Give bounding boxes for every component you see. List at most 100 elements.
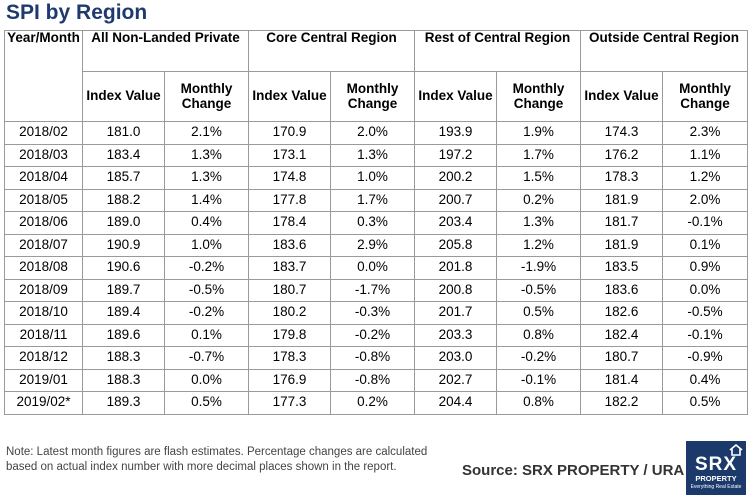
index-value-cell: 181.7 — [580, 211, 664, 235]
index-value-cell: 174.8 — [248, 166, 331, 190]
spi-table: Year/Month All Non-Landed Private Core C… — [4, 30, 749, 415]
year-month-cell: 2018/06 — [4, 211, 83, 235]
index-value-cell: 181.9 — [580, 233, 664, 257]
index-value-cell: 200.8 — [414, 278, 497, 302]
monthly-change-cell: 1.1% — [662, 143, 749, 167]
year-month-cell: 2018/10 — [4, 301, 83, 325]
index-value-cell: 178.3 — [580, 166, 664, 190]
index-value-cell: 180.2 — [248, 301, 331, 325]
index-value-cell: 188.2 — [82, 188, 165, 212]
monthly-change-cell: -0.5% — [495, 278, 582, 302]
index-value-cell: 200.7 — [414, 188, 497, 212]
monthly-change-cell: 1.7% — [495, 143, 582, 167]
index-value-cell: 174.3 — [580, 121, 664, 145]
table-row: 2019/02* 189.3 0.5% 177.3 0.2% 204.4 0.8% 182.2… — [4, 391, 749, 415]
index-value-cell: 178.4 — [248, 211, 331, 235]
index-value-cell: 197.2 — [414, 143, 497, 167]
index-value-cell: 180.7 — [580, 346, 664, 370]
monthly-change-cell: 1.9% — [495, 121, 582, 145]
index-value-cell: 189.6 — [82, 323, 165, 347]
monthly-change-cell: -0.5% — [662, 301, 749, 325]
monthly-change-cell: -0.2% — [495, 346, 582, 370]
index-value-cell: 189.4 — [82, 301, 165, 325]
index-value-cell: 183.6 — [580, 278, 664, 302]
monthly-change-cell: -0.2% — [164, 301, 249, 325]
monthly-change-cell: -0.9% — [662, 346, 749, 370]
monthly-change-cell: 0.0% — [330, 256, 415, 280]
monthly-change-cell: -1.9% — [495, 256, 582, 280]
house-icon — [729, 444, 743, 456]
index-value-cell: 203.0 — [414, 346, 497, 370]
table-body: 2018/02 181.0 2.1% 170.9 2.0% 193.9 1.9% 174.3 2… — [4, 121, 749, 415]
monthly-change-cell: 0.3% — [330, 211, 415, 235]
monthly-change-cell: 1.7% — [330, 188, 415, 212]
year-month-cell: 2018/09 — [4, 278, 83, 302]
index-value-cell: 190.6 — [82, 256, 165, 280]
table-row: 2018/10 189.4 -0.2% 180.2 -0.3% 201.7 0.5% 182.… — [4, 301, 749, 325]
monthly-change-cell: 0.8% — [495, 323, 582, 347]
monthly-change-header: Monthly Change — [164, 71, 249, 122]
region-header-ocr: Outside Central Region — [580, 30, 749, 72]
index-value-cell: 177.3 — [248, 391, 331, 415]
index-value-cell: 190.9 — [82, 233, 165, 257]
index-value-cell: 193.9 — [414, 121, 497, 145]
table-row: 2018/06 189.0 0.4% 178.4 0.3% 203.4 1.3% 181.7-… — [4, 211, 749, 235]
index-value-cell: 182.4 — [580, 323, 664, 347]
monthly-change-cell: 0.4% — [164, 211, 249, 235]
index-value-cell: 201.8 — [414, 256, 497, 280]
index-value-cell: 182.6 — [580, 301, 664, 325]
year-month-cell: 2018/02 — [4, 121, 83, 145]
index-value-cell: 202.7 — [414, 368, 497, 392]
monthly-change-cell: 0.5% — [164, 391, 249, 415]
monthly-change-cell: 2.1% — [164, 121, 249, 145]
monthly-change-cell: 0.9% — [662, 256, 749, 280]
monthly-change-cell: -1.7% — [330, 278, 415, 302]
year-month-cell: 2018/12 — [4, 346, 83, 370]
monthly-change-cell: -0.8% — [330, 368, 415, 392]
index-value-cell: 203.3 — [414, 323, 497, 347]
index-value-cell: 170.9 — [248, 121, 331, 145]
table-row: 2018/02 181.0 2.1% 170.9 2.0% 193.9 1.9% 174.3 2… — [4, 121, 749, 145]
monthly-change-cell: -0.1% — [662, 323, 749, 347]
index-value-cell: 183.6 — [248, 233, 331, 257]
index-value-cell: 189.0 — [82, 211, 165, 235]
index-value-header: Index Value — [248, 71, 331, 122]
index-value-cell: 200.2 — [414, 166, 497, 190]
table-row: 2018/09 189.7 -0.5% 180.7 -1.7% 200.8 -0.5% 183… — [4, 278, 749, 302]
year-month-cell: 2018/04 — [4, 166, 83, 190]
table-row: 2018/03 183.4 1.3% 173.1 1.3% 197.2 1.7% 176.2 1… — [4, 143, 749, 167]
monthly-change-cell: 2.9% — [330, 233, 415, 257]
year-month-cell: 2019/01 — [4, 368, 83, 392]
monthly-change-cell: 0.0% — [164, 368, 249, 392]
index-value-cell: 183.5 — [580, 256, 664, 280]
srx-property-logo: SRX PROPERTY Everything Real Estate — [686, 441, 746, 495]
monthly-change-cell: 1.2% — [495, 233, 582, 257]
index-value-cell: 176.2 — [580, 143, 664, 167]
logo-brand: SRX — [694, 454, 738, 475]
index-value-cell: 185.7 — [82, 166, 165, 190]
logo-tagline: Everything Real Estate — [690, 484, 742, 490]
monthly-change-cell: 1.4% — [164, 188, 249, 212]
index-value-cell: 178.3 — [248, 346, 331, 370]
index-value-cell: 205.8 — [414, 233, 497, 257]
monthly-change-cell: 1.2% — [662, 166, 749, 190]
index-value-cell: 180.7 — [248, 278, 331, 302]
monthly-change-cell: 0.0% — [662, 278, 749, 302]
index-value-cell: 188.3 — [82, 368, 165, 392]
index-value-cell: 201.7 — [414, 301, 497, 325]
monthly-change-cell: 2.0% — [662, 188, 749, 212]
logo-sub: PROPERTY — [695, 474, 737, 483]
table-row: 2019/01 188.3 0.0% 176.9 -0.8% 202.7 -0.1% 181.… — [4, 368, 749, 392]
monthly-change-cell: 1.3% — [164, 143, 249, 167]
index-value-cell: 182.2 — [580, 391, 664, 415]
index-value-header: Index Value — [82, 71, 165, 122]
monthly-change-cell: 0.5% — [662, 391, 749, 415]
monthly-change-cell: 2.0% — [330, 121, 415, 145]
monthly-change-cell: 1.0% — [164, 233, 249, 257]
monthly-change-cell: 0.2% — [495, 188, 582, 212]
year-month-header: Year/Month — [4, 30, 83, 122]
monthly-change-cell: -0.5% — [164, 278, 249, 302]
index-value-cell: 188.3 — [82, 346, 165, 370]
region-header-rcr: Rest of Central Region — [413, 30, 582, 72]
index-value-cell: 203.4 — [414, 211, 497, 235]
